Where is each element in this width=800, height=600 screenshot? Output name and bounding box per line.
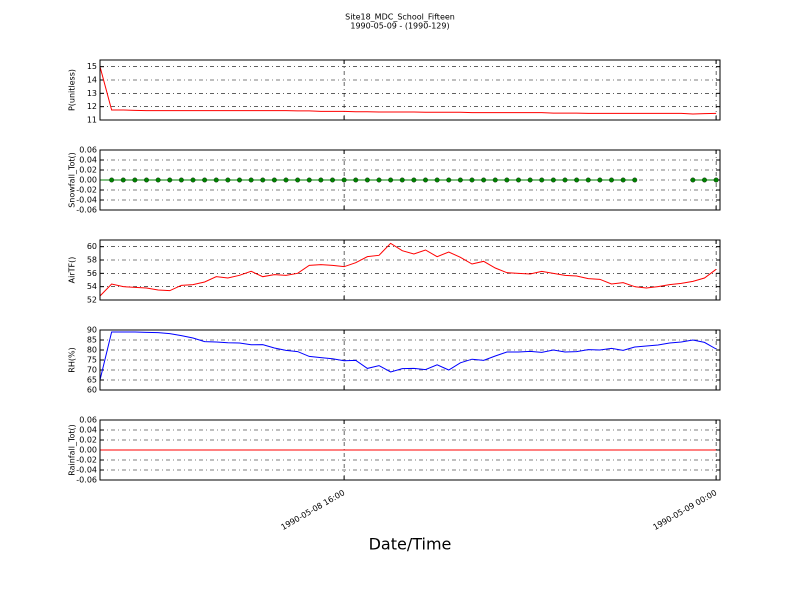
chart-title: Site18_MDC_School_Fifteen bbox=[345, 13, 455, 22]
y-tick-label: 0.02 bbox=[79, 436, 97, 445]
data-line bbox=[99, 66, 717, 115]
data-point bbox=[527, 177, 533, 183]
x-tick-label: 1990-05-09 00:00 bbox=[651, 488, 718, 532]
data-point bbox=[341, 177, 347, 183]
data-point bbox=[469, 177, 475, 183]
y-tick-label: 60 bbox=[87, 242, 97, 251]
y-tick-label: 75 bbox=[87, 356, 97, 365]
y-tick-label: 52 bbox=[87, 296, 97, 305]
x-tick-label: 1990-05-08 16:00 bbox=[279, 488, 346, 532]
y-axis-label: RH(%) bbox=[68, 347, 77, 372]
y-tick-label: 0.06 bbox=[79, 416, 97, 425]
data-point bbox=[690, 177, 696, 183]
data-point bbox=[248, 177, 254, 183]
y-tick-label: -0.06 bbox=[76, 476, 97, 485]
x-axis-label: Date/Time bbox=[369, 535, 452, 554]
data-point bbox=[423, 177, 428, 183]
data-point bbox=[120, 177, 126, 183]
data-point bbox=[178, 177, 184, 183]
y-tick-label: 11 bbox=[87, 116, 97, 125]
y-tick-label: 56 bbox=[87, 269, 97, 278]
data-point bbox=[190, 177, 196, 183]
data-point bbox=[481, 177, 487, 183]
data-point bbox=[504, 177, 510, 183]
data-point bbox=[330, 177, 335, 183]
data-point bbox=[376, 177, 382, 183]
y-tick-label: -0.02 bbox=[76, 456, 97, 465]
data-point bbox=[132, 177, 138, 183]
data-line bbox=[99, 242, 717, 297]
data-point bbox=[609, 177, 614, 183]
data-point bbox=[271, 177, 277, 183]
y-axis-label: Rainfall_Tot() bbox=[68, 424, 77, 476]
data-point bbox=[306, 177, 312, 183]
data-point bbox=[155, 177, 161, 183]
plot-frame bbox=[99, 59, 721, 121]
data-point bbox=[353, 177, 359, 183]
data-point bbox=[713, 177, 719, 183]
data-point bbox=[516, 177, 521, 183]
data-point bbox=[388, 177, 394, 183]
data-point bbox=[225, 177, 231, 183]
y-tick-label: 0.02 bbox=[79, 166, 97, 175]
data-point bbox=[283, 177, 289, 183]
y-tick-label: 58 bbox=[87, 256, 97, 265]
data-point bbox=[411, 177, 417, 183]
data-point bbox=[167, 177, 173, 183]
y-tick-label: 60 bbox=[87, 386, 97, 395]
plot-frame bbox=[99, 419, 721, 481]
y-tick-label: 13 bbox=[87, 89, 97, 98]
data-point bbox=[585, 177, 591, 183]
y-tick-label: 85 bbox=[87, 336, 97, 345]
y-tick-label: 65 bbox=[87, 376, 97, 385]
y-tick-label: 0.04 bbox=[79, 156, 97, 165]
plot-frame bbox=[99, 329, 721, 391]
data-point bbox=[539, 177, 545, 183]
data-point bbox=[144, 177, 149, 183]
y-tick-label: 0.00 bbox=[79, 446, 97, 455]
chart-subtitle: 1990-05-09 - (1990-129) bbox=[350, 22, 449, 31]
y-tick-label: 14 bbox=[87, 76, 97, 85]
y-tick-label: -0.04 bbox=[76, 196, 97, 205]
data-point bbox=[702, 177, 707, 183]
data-point bbox=[457, 177, 463, 183]
plot-frame bbox=[99, 239, 721, 301]
data-point bbox=[109, 177, 115, 183]
data-point bbox=[295, 177, 301, 183]
y-tick-label: 54 bbox=[87, 282, 97, 291]
data-point bbox=[597, 177, 603, 183]
data-point bbox=[318, 177, 324, 183]
y-tick-label: 70 bbox=[87, 366, 97, 375]
data-point bbox=[364, 177, 370, 183]
y-tick-label: 0.04 bbox=[79, 426, 97, 435]
data-point bbox=[260, 177, 266, 183]
y-tick-label: 0.06 bbox=[79, 146, 97, 155]
y-tick-label: 15 bbox=[87, 62, 97, 71]
data-point bbox=[620, 177, 626, 183]
data-point bbox=[632, 177, 638, 183]
data-point bbox=[492, 177, 498, 183]
y-tick-label: -0.06 bbox=[76, 206, 97, 215]
plot-frame bbox=[99, 149, 721, 211]
data-point bbox=[434, 177, 440, 183]
y-tick-label: -0.02 bbox=[76, 186, 97, 195]
data-line bbox=[99, 331, 717, 381]
data-point bbox=[562, 177, 568, 183]
data-point bbox=[202, 177, 208, 183]
y-axis-label: P(unitless) bbox=[68, 69, 77, 111]
y-axis-label: AirTF() bbox=[68, 257, 77, 284]
data-point bbox=[574, 177, 580, 183]
y-tick-label: 0.00 bbox=[79, 176, 97, 185]
y-tick-label: 90 bbox=[87, 326, 97, 335]
data-point bbox=[446, 177, 452, 183]
y-tick-label: 12 bbox=[87, 102, 97, 111]
data-point bbox=[550, 177, 556, 183]
y-tick-label: -0.04 bbox=[76, 466, 97, 475]
y-tick-label: 80 bbox=[87, 346, 97, 355]
data-point bbox=[399, 177, 405, 183]
data-point bbox=[237, 177, 242, 183]
y-axis-label: Snowfall_Tot() bbox=[68, 152, 77, 208]
data-point bbox=[213, 177, 219, 183]
